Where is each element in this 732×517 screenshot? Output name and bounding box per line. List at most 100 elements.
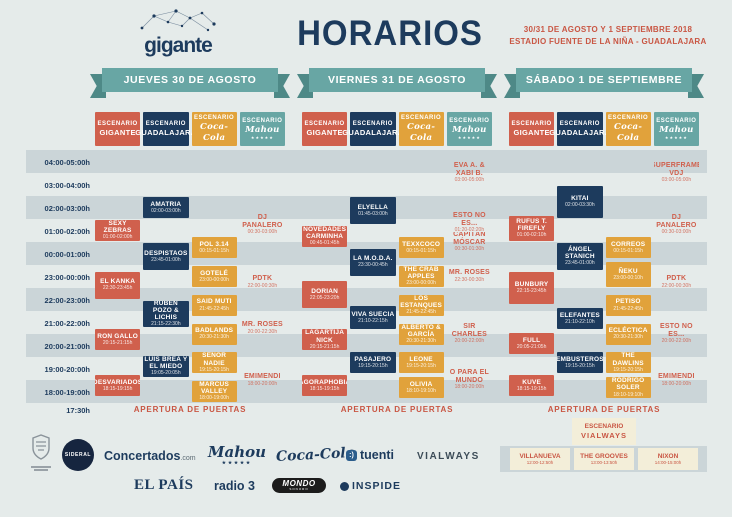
act-time: 19:05-20:05h <box>151 370 181 377</box>
stage-header-gigante: ESCENARIO GIGANTE <box>509 112 555 146</box>
act-time: 20:00-22:00h <box>454 338 485 345</box>
stage-header-gigante: ESCENARIO GIGANTE <box>95 112 141 146</box>
page-title: HORARIOS <box>297 12 483 53</box>
act-block: EL KANKA 22:30-23:45h <box>95 271 141 299</box>
time-row-label: 19:00-20:00h <box>44 365 90 374</box>
act-block: THE DAWLINS 19:15-20:15h <box>605 352 651 374</box>
act-block: LEONE 19:15-20:15h <box>398 352 444 374</box>
act-name: SAID MUTI <box>196 298 232 306</box>
act-block: POL 3.14 00:15-01:15h <box>191 237 237 259</box>
act-block: VIVA SUECIA 21:10-22:15h <box>350 306 396 330</box>
stage-header-name: GIGANTE <box>99 128 136 138</box>
act-time: 01:45-03:00h <box>358 210 388 217</box>
act-time: 18:15-19:15h <box>102 386 133 393</box>
act-time: 23:00-00:00h <box>406 280 436 287</box>
stage-header-label: ESCENARIO <box>194 115 235 122</box>
act-name: EVA A. & XABI B. <box>453 162 485 177</box>
act-time: 18:00-20:00h <box>454 384 485 391</box>
act-time: 02:00-03:00h <box>151 207 181 214</box>
stage-header-name: Mahou <box>245 125 280 135</box>
stage-header-mahou: ESCENARIO Mahou ★★★★★ <box>446 112 492 146</box>
act-name: AMATRIA <box>150 200 182 208</box>
act-name: LA M.O.D.A. <box>353 255 393 263</box>
act-block: ELEFANTES 21:10-22:10h <box>557 308 603 330</box>
act-time: 01:00-02:00h <box>102 234 133 241</box>
time-row-label: 18:00-19:00h <box>44 388 90 397</box>
act-block: MARCUS VALLEY 18:00-19:00h <box>191 381 237 402</box>
act-block: ÑEKU 23:00-00:10h <box>605 262 651 287</box>
act-name: SEÑOR NADIE <box>202 352 227 367</box>
act-time: 20:30-21:30h <box>406 337 436 344</box>
act-block: KITAI 02:00-03:30h <box>557 185 603 218</box>
stage-header-stars: ★★★★★ <box>664 135 688 141</box>
act-time: 22:30-23:45h <box>102 285 133 292</box>
doors-label: APERTURA DE PUERTAS <box>547 405 661 414</box>
stage-header-label: ESCENARIO <box>242 117 283 124</box>
act-name: KUVE <box>522 378 542 386</box>
stage-header-label: ESCENARIO <box>559 120 600 127</box>
act-name: RON GALLO <box>97 332 139 340</box>
act-block: ALBERTO & GARCÍA 20:30-21:30h <box>398 323 444 345</box>
act-name: PDTK <box>252 275 273 283</box>
act-name: MARCUS VALLEY <box>199 381 229 396</box>
act-time: 18:00-19:00h <box>199 395 229 402</box>
act-block: NOVEDADES CARMINHA 00:45-01:45h <box>302 225 348 247</box>
act-name: TEXXCOCO <box>402 240 441 248</box>
act-name: LUIS BREA Y EL MIEDO <box>144 356 188 371</box>
stage-header-stars: ★★★★★ <box>457 135 481 141</box>
act-time: 23:45-01:00h <box>565 260 595 267</box>
act-block: THE CRAB APPLES 23:00-00:00h <box>398 266 444 287</box>
act-name: SUPERFRAME VDJ <box>654 162 699 177</box>
act-time: 21:45-22:45h <box>613 305 643 312</box>
act-time: 18:15-19:15h <box>516 386 547 393</box>
act-name: DJ PANALERO <box>242 213 283 229</box>
act-name: ÁNGEL STANICH <box>564 245 595 261</box>
stage-header-name: GIGANTE <box>513 128 550 138</box>
act-time: 18:10-19:10h <box>613 391 643 398</box>
act-name: PDTK <box>666 275 687 283</box>
act-name: BADLANDS <box>195 327 234 335</box>
time-row-label: 02:00-03:00h <box>44 204 90 213</box>
act-name: ÑEKU <box>618 267 638 275</box>
act-name: VILLANUEVA <box>519 452 561 460</box>
stage-header-guadalajara: ESCENARIO GUADALAJARA <box>549 112 610 146</box>
stage-header-name: VIALWAYS <box>580 430 628 440</box>
act-block: AGORAPHOBIA18:15-19:15h <box>302 375 348 397</box>
event-dates: 30/31 DE AGOSTO Y 1 SEPTIEMBRE 2018 <box>523 25 693 34</box>
act-block: NIXON 14:00-15:00h <box>638 448 698 470</box>
event-venue: ESTADIO FUENTE DE LA NIÑA - GUADALAJARA <box>509 37 707 46</box>
doors-label: APERTURA DE PUERTAS <box>340 405 454 414</box>
act-time: 23:30-00:45h <box>358 262 388 269</box>
act-time: 22:15-23:45h <box>516 288 547 295</box>
act-time: 02:00-03:30h <box>565 202 595 209</box>
time-row-label: 03:00-04:00h <box>44 181 90 190</box>
act-block: DJ PANALERO 00:30-03:00h <box>240 197 285 253</box>
act-time: 00:45-01:45h <box>309 240 340 247</box>
day-banner: JUEVES 30 DE AGOSTO <box>102 68 278 92</box>
act-time: 01:20-02:20h <box>454 227 485 234</box>
stage-header-name: Coca-Cola <box>200 122 229 143</box>
act-name: OLIVIA <box>409 380 433 388</box>
act-name: GOTELÉ <box>200 269 229 277</box>
act-name: MR. ROSES <box>241 321 283 329</box>
act-block: LA M.O.D.A. 23:30-00:45h <box>350 248 396 276</box>
act-time: 21:10-22:10h <box>565 318 595 325</box>
act-name: EMBUSTEROS <box>557 355 603 363</box>
doors-label: APERTURA DE PUERTAS <box>133 405 247 414</box>
act-time: 00:15-01:15h <box>406 248 436 255</box>
stage-header-label: ESCENARIO <box>449 117 490 124</box>
sponsor-radio3: radio 3 <box>214 479 255 493</box>
act-block: SEXY ZEBRAS 01:00-02:00h <box>95 220 141 241</box>
act-block: BADLANDS 20:30-21:30h <box>191 323 237 345</box>
act-time: 18:00-20:00h <box>247 380 278 387</box>
time-row-label: 22:00-23:00h <box>44 296 90 305</box>
act-name: CORREOS <box>610 240 646 248</box>
day-banner: SÁBADO 1 DE SEPTIEMBRE <box>516 68 692 92</box>
gigante-logo: gigante <box>118 8 238 64</box>
stage-header-label: ESCENARIO <box>352 120 393 127</box>
act-time: 00:15-01:15h <box>199 248 229 255</box>
act-time: 22:00-00:30h <box>247 282 278 289</box>
stage-header-label: ESCENARIO <box>584 422 624 430</box>
act-time: 12:00-12:50h <box>526 460 554 466</box>
